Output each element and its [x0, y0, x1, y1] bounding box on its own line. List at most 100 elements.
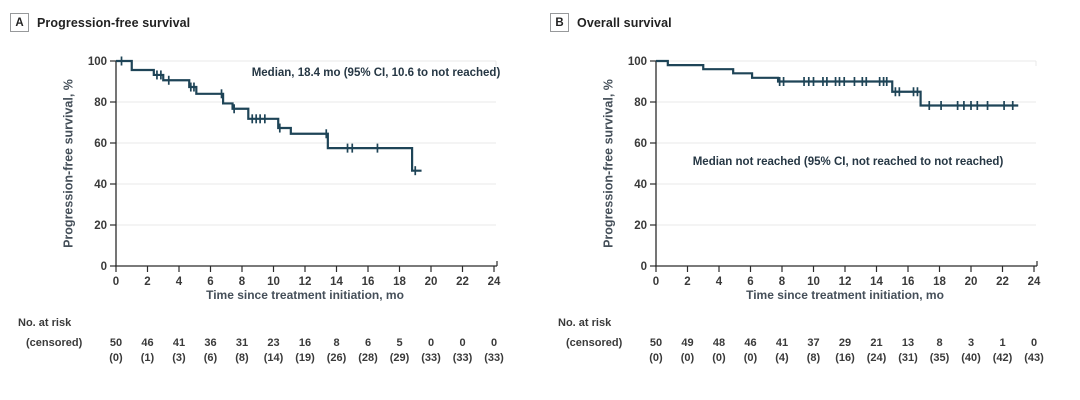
y-tick-label: 80 [634, 97, 647, 109]
at-risk-value: 23 [267, 337, 279, 349]
x-tick-label: 20 [965, 276, 978, 288]
censored-value: (8) [807, 352, 821, 364]
at-risk-value: 46 [141, 337, 153, 349]
panel-title: Progression-free survival [37, 15, 191, 30]
panel-title: Overall survival [577, 15, 672, 30]
at-risk-value: 1 [999, 337, 1005, 349]
censored-value: (0) [109, 352, 123, 364]
censored-value: (4) [775, 352, 789, 364]
x-tick-label: 2 [144, 276, 150, 288]
censored-value: (3) [172, 352, 186, 364]
at-risk-value: 49 [681, 337, 693, 349]
x-tick-label: 14 [330, 276, 343, 288]
at-risk-value: 31 [236, 337, 248, 349]
censored-value: (14) [264, 352, 284, 364]
x-tick-label: 12 [299, 276, 312, 288]
y-tick-label: 60 [94, 138, 107, 150]
panel-b-header: B Overall survival [550, 13, 672, 32]
censored-header: (censored) [566, 337, 623, 349]
y-tick-label: 0 [101, 261, 107, 273]
at-risk-value: 8 [333, 337, 339, 349]
x-tick-label: 8 [239, 276, 246, 288]
censored-value: (1) [141, 352, 155, 364]
y-tick-label: 80 [94, 97, 107, 109]
at-risk-value: 0 [1031, 337, 1037, 349]
x-tick-label: 18 [393, 276, 406, 288]
censored-value: (8) [235, 352, 249, 364]
x-tick-label: 18 [933, 276, 946, 288]
y-tick-label: 100 [88, 56, 107, 68]
censored-value: (0) [649, 352, 663, 364]
at-risk-value: 36 [204, 337, 216, 349]
at-risk-value: 46 [744, 337, 756, 349]
at-risk-value: 16 [299, 337, 311, 349]
x-axis-title: Time since treatment initiation, mo [746, 288, 944, 302]
y-axis-title: Progression-free survival, % [61, 79, 75, 248]
at-risk-value: 0 [428, 337, 434, 349]
censored-value: (0) [681, 352, 695, 364]
at-risk-value: 48 [713, 337, 725, 349]
censored-header: (censored) [26, 337, 83, 349]
censored-value: (0) [744, 352, 758, 364]
panel-overall-survival: B Overall survival 0 20 40 60 80 100 0 2 4 6 8 10 12… [540, 0, 1080, 400]
panel-progression-free-survival: A Progression-free survival 0 20 40 60 80 100… [10, 13, 504, 364]
at-risk-value: 6 [365, 337, 371, 349]
x-tick-label: 6 [747, 276, 753, 288]
km-curve [656, 59, 1019, 107]
censored-value: (40) [961, 352, 981, 364]
censored-value: (31) [898, 352, 918, 364]
at-risk-header: No. at risk [18, 317, 72, 329]
panel-a-header: A Progression-free survival [10, 13, 190, 32]
censored-value: (24) [867, 352, 887, 364]
x-tick-label: 16 [362, 276, 375, 288]
x-tick-label: 20 [425, 276, 438, 288]
y-tick-label: 100 [628, 56, 647, 68]
x-tick-label: 0 [113, 276, 119, 288]
panel-letter-badge: B [550, 13, 569, 32]
at-risk-value: 41 [776, 337, 788, 349]
y-tick-label: 20 [634, 220, 647, 232]
median-annotation: Median, 18.4 mo (95% CI, 10.6 to not rea… [252, 67, 501, 79]
at-risk-value: 50 [110, 337, 122, 349]
x-tick-label: 2 [684, 276, 690, 288]
censored-value: (26) [327, 352, 347, 364]
y-tick-label: 40 [94, 179, 107, 191]
at-risk-value: 3 [968, 337, 974, 349]
x-tick-label: 0 [653, 276, 659, 288]
x-tick-label: 10 [267, 276, 280, 288]
y-tick-label: 40 [634, 179, 647, 191]
at-risk-value: 13 [902, 337, 914, 349]
censored-value: (42) [993, 352, 1013, 364]
y-tick-label: 20 [94, 220, 107, 232]
y-axis-title: Progression-free survival, % [601, 79, 615, 248]
x-tick-label: 4 [176, 276, 183, 288]
at-risk-value: 0 [491, 337, 497, 349]
censored-value: (19) [295, 352, 315, 364]
x-tick-label: 8 [779, 276, 786, 288]
censored-value: (6) [204, 352, 218, 364]
x-tick-label: 24 [1028, 276, 1041, 288]
censored-value: (28) [358, 352, 378, 364]
y-tick-label: 60 [634, 138, 647, 150]
censored-value: (43) [1024, 352, 1044, 364]
at-risk-header: No. at risk [558, 317, 612, 329]
at-risk-value: 37 [807, 337, 819, 349]
censored-value: (35) [930, 352, 950, 364]
x-tick-label: 10 [807, 276, 820, 288]
median-annotation: Median not reached (95% CI, not reached … [693, 156, 1004, 168]
censored-value: (33) [484, 352, 504, 364]
x-tick-label: 24 [488, 276, 501, 288]
censored-value: (16) [835, 352, 855, 364]
at-risk-value: 41 [173, 337, 185, 349]
censored-value: (33) [453, 352, 473, 364]
x-tick-label: 22 [996, 276, 1009, 288]
x-tick-label: 14 [870, 276, 883, 288]
y-tick-label: 0 [641, 261, 647, 273]
at-risk-value: 50 [650, 337, 662, 349]
censored-value: (29) [390, 352, 410, 364]
at-risk-value: 5 [396, 337, 402, 349]
at-risk-value: 8 [936, 337, 942, 349]
